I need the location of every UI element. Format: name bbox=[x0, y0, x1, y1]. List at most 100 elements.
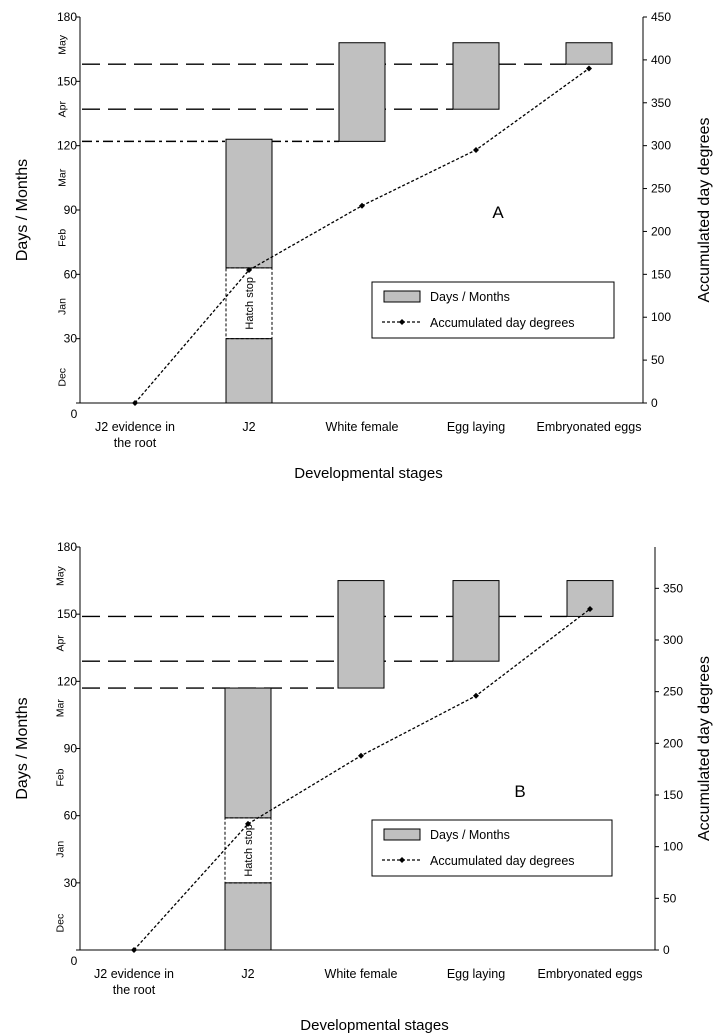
y2-tick-label: 300 bbox=[651, 139, 671, 153]
y2-tick-label: 450 bbox=[651, 10, 671, 24]
x-tick-label: Embryonated eggs bbox=[537, 420, 642, 434]
month-label: Jan bbox=[55, 841, 67, 858]
day-degree-point bbox=[473, 146, 479, 153]
y2-tick-label: 400 bbox=[651, 53, 671, 67]
panel-label: A bbox=[492, 203, 504, 222]
y-tick-label: 0 bbox=[71, 407, 78, 421]
bar bbox=[565, 42, 613, 65]
day-degree-point bbox=[245, 820, 251, 827]
y-tick-label: 150 bbox=[57, 607, 77, 621]
day-degree-point bbox=[473, 692, 479, 699]
y2-tick-label: 300 bbox=[663, 633, 683, 647]
x-axis-title: Developmental stages bbox=[300, 1017, 448, 1034]
y-tick-label: 90 bbox=[64, 742, 78, 756]
y-tick-label: 0 bbox=[71, 954, 78, 968]
y-tick-label: 60 bbox=[64, 809, 78, 823]
bar bbox=[225, 138, 273, 269]
y-tick-label: 120 bbox=[57, 674, 77, 688]
y2-tick-label: 100 bbox=[663, 840, 683, 854]
y-tick-label: 150 bbox=[57, 74, 77, 88]
y2-tick-label: 150 bbox=[663, 788, 683, 802]
x-tick-label-line: Embryonated eggs bbox=[538, 967, 643, 981]
x-tick-label-line: Embryonated eggs bbox=[537, 420, 642, 434]
hatch-stop-label: Hatch stop bbox=[244, 277, 256, 330]
day-degree-point bbox=[131, 947, 137, 953]
x-tick-label: J2 evidence in the root bbox=[95, 420, 175, 450]
panel-label: B bbox=[514, 782, 525, 801]
month-label: Feb bbox=[57, 229, 69, 247]
y2-tick-label: 50 bbox=[651, 353, 665, 367]
y2-tick-label: 350 bbox=[651, 96, 671, 110]
x-tick-label: Egg laying bbox=[447, 967, 505, 981]
day-degree-point bbox=[359, 202, 365, 209]
legend-swatch-marker bbox=[399, 319, 405, 325]
y-tick-label: 30 bbox=[64, 332, 78, 346]
x-tick-label-line: Egg laying bbox=[447, 420, 505, 434]
chart-panel-b: 0 30 60 90 120 150 180 0 50 100 150 200 250 300 350 Dec… bbox=[14, 540, 713, 1034]
legend-label: Days / Months bbox=[430, 290, 510, 304]
x-tick-label: J2 bbox=[241, 967, 254, 981]
x-tick-label-line: J2 bbox=[242, 420, 255, 434]
y-tick-label: 180 bbox=[57, 10, 77, 24]
day-degree-point bbox=[358, 752, 364, 759]
month-label: Jan bbox=[57, 298, 69, 315]
y-tick-label: 60 bbox=[64, 267, 78, 281]
x-tick-label: J2 evidence in the root bbox=[94, 967, 174, 997]
month-label: Dec bbox=[55, 914, 67, 933]
y2-axis-title: Accumulated day degrees bbox=[696, 118, 713, 303]
x-tick-label-line: Egg laying bbox=[447, 967, 505, 981]
legend-swatch-marker bbox=[399, 857, 405, 863]
month-label: Apr bbox=[57, 101, 69, 118]
y2-tick-label: 0 bbox=[663, 943, 670, 957]
bar bbox=[337, 580, 385, 689]
y2-tick-label: 50 bbox=[663, 891, 677, 905]
day-degree-point bbox=[587, 606, 593, 612]
day-degree-point bbox=[586, 65, 592, 72]
y-axis-title: Days / Months bbox=[14, 159, 31, 261]
legend-label: Accumulated day degrees bbox=[430, 854, 575, 868]
month-label: Apr bbox=[55, 635, 67, 652]
y-tick-label: 30 bbox=[64, 876, 78, 890]
hatch-stop-label: Hatch stop bbox=[243, 824, 255, 877]
x-tick-label-line: White female bbox=[325, 967, 398, 981]
legend: Days / Months Accumulated day degrees bbox=[371, 281, 615, 339]
y2-tick-label: 0 bbox=[651, 396, 658, 410]
y2-tick-label: 150 bbox=[651, 267, 671, 281]
y2-tick-label: 250 bbox=[651, 182, 671, 196]
x-tick-label: Egg laying bbox=[447, 420, 505, 434]
x-tick-label-line: J2 bbox=[241, 967, 254, 981]
chart-panel-a: 0 30 60 90 120 150 180 0 50 100 150 200 250 300 350 400… bbox=[14, 10, 713, 482]
y2-tick-label: 100 bbox=[651, 310, 671, 324]
y2-tick-label: 200 bbox=[651, 224, 671, 238]
x-tick-label: J2 bbox=[242, 420, 255, 434]
month-label: May bbox=[55, 565, 67, 586]
y-tick-label: 90 bbox=[64, 203, 78, 217]
y2-tick-label: 350 bbox=[663, 581, 683, 595]
x-tick-label-line: J2 evidence in bbox=[95, 420, 175, 434]
y2-tick-label: 200 bbox=[663, 736, 683, 750]
y2-axis-title: Accumulated day degrees bbox=[696, 656, 713, 841]
x-axis-title: Developmental stages bbox=[294, 465, 442, 482]
x-tick-label-line: White female bbox=[326, 420, 399, 434]
bar bbox=[224, 882, 272, 951]
x-tick-label: White female bbox=[326, 420, 399, 434]
y-tick-label: 180 bbox=[57, 540, 77, 554]
day-degree-point bbox=[132, 400, 138, 406]
hatch-stop-box bbox=[224, 817, 272, 884]
day-degree-point bbox=[246, 267, 252, 274]
month-label: Dec bbox=[57, 368, 69, 387]
legend-label: Accumulated day degrees bbox=[430, 316, 575, 330]
legend-label: Days / Months bbox=[430, 828, 510, 842]
legend-swatch-bar bbox=[383, 828, 421, 841]
x-tick-label: Embryonated eggs bbox=[538, 967, 643, 981]
bar bbox=[452, 580, 500, 662]
bar bbox=[224, 687, 272, 819]
y-tick-label: 120 bbox=[57, 139, 77, 153]
y2-tick-label: 250 bbox=[663, 685, 683, 699]
month-label: Mar bbox=[55, 699, 67, 718]
x-tick-label: White female bbox=[325, 967, 398, 981]
legend: Days / Months Accumulated day degrees bbox=[371, 819, 613, 877]
x-tick-label-line: the root bbox=[113, 983, 156, 997]
x-tick-label-line: J2 evidence in bbox=[94, 967, 174, 981]
